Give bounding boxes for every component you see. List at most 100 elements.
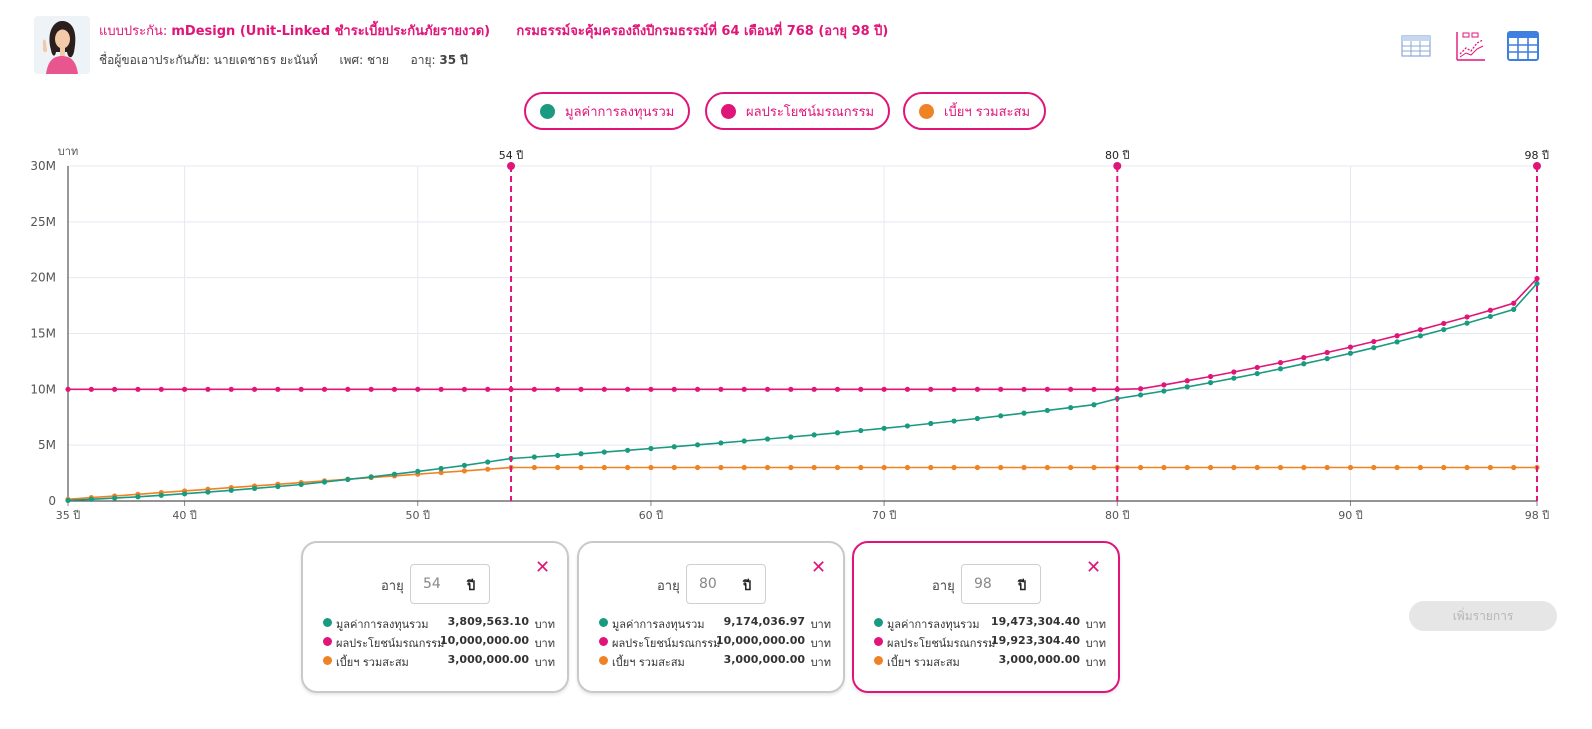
- row-label: เบี้ยฯ รวมสะสม: [612, 656, 685, 669]
- close-icon[interactable]: ✕: [535, 557, 551, 578]
- data-point: [671, 464, 677, 471]
- add-item-button[interactable]: เพิ่มรายการ: [1409, 601, 1557, 631]
- card-row: มูลค่าการลงทุนรวม 19,473,304.40 บาท: [874, 613, 1106, 632]
- age-marker-dot: [507, 162, 516, 170]
- card-row: เบี้ยฯ รวมสะสม 3,000,000.00 บาท: [874, 651, 1106, 670]
- row-unit: บาท: [534, 618, 555, 631]
- row-label: ผลประโยชน์มรณกรรม: [336, 637, 445, 650]
- data-point: [928, 420, 934, 427]
- data-point: [881, 464, 887, 471]
- benefit-line-chart: 0 5M 10M 15M 20M 25M 30M 35 ปี 40 ปี 50 ปี 60 ปี 70…: [30, 145, 1549, 522]
- card-values: มูลค่าการลงทุนรวม 19,473,304.40 บาท ผลปร…: [874, 613, 1106, 670]
- data-point: [694, 464, 701, 471]
- legend-death-benefit[interactable]: ผลประโยชน์มรณกรรม: [705, 92, 891, 130]
- table-view-icon[interactable]: [1398, 28, 1434, 64]
- death-benefit-dot-icon: [599, 637, 608, 646]
- data-point: [1091, 464, 1097, 471]
- card-age-label: อายุ: [381, 579, 404, 594]
- data-point: [1254, 364, 1260, 371]
- data-point: [904, 464, 911, 471]
- age-unit: ปี: [467, 579, 476, 594]
- premium-dot-icon: [919, 103, 934, 119]
- premium-dot-icon: [874, 656, 883, 665]
- death-benefit-dot-icon: [874, 637, 883, 646]
- grid-view-icon[interactable]: [1505, 28, 1541, 64]
- age-input-box[interactable]: 98 ปี: [961, 564, 1041, 604]
- legend-investment[interactable]: มูลค่าการลงทุนรวม: [524, 92, 691, 130]
- data-point: [1511, 300, 1517, 306]
- data-point: [1277, 360, 1284, 366]
- card-age-label: อายุ: [932, 579, 955, 594]
- data-point: [415, 468, 421, 475]
- y-tick-label: 0: [48, 494, 56, 508]
- data-point: [461, 468, 467, 474]
- data-point: [858, 464, 864, 471]
- data-point: [694, 386, 701, 392]
- data-point: [1394, 333, 1400, 339]
- age-input-box[interactable]: 54 ปี: [410, 564, 490, 604]
- age-input[interactable]: 98: [974, 576, 992, 592]
- data-point: [1021, 464, 1027, 471]
- age-unit: ปี: [743, 579, 752, 594]
- row-unit: บาท: [810, 618, 831, 631]
- data-point: [718, 440, 724, 446]
- data-point: [1301, 355, 1307, 361]
- data-point: [391, 386, 398, 392]
- legend-premium[interactable]: เบี้ยฯ รวมสะสม: [903, 92, 1047, 130]
- series-line: [68, 277, 1538, 391]
- data-point: [1138, 386, 1144, 392]
- investment-dot-icon: [599, 618, 608, 627]
- row-value: 19,923,304.40: [990, 634, 1080, 647]
- applicant-line: ชื่อผู้ขอเอาประกันภัย: นายเดชาธร ยะนันท์…: [99, 51, 468, 70]
- data-point: [951, 464, 957, 471]
- row-unit: บาท: [1085, 637, 1106, 650]
- series-line: [67, 282, 1538, 502]
- data-point: [88, 386, 94, 392]
- data-point: [1207, 373, 1214, 380]
- data-point: [974, 464, 980, 471]
- data-point: [205, 386, 211, 392]
- data-point: [625, 386, 631, 392]
- data-point: [788, 386, 794, 392]
- data-point: [531, 464, 537, 471]
- age-input-box[interactable]: 80 ปี: [686, 564, 766, 604]
- y-tick-label: 5M: [38, 438, 56, 452]
- data-point: [1417, 464, 1424, 471]
- data-point: [1441, 320, 1447, 327]
- card-values: มูลค่าการลงทุนรวม 9,174,036.97 บาท ผลประ…: [599, 613, 831, 670]
- data-point: [1347, 344, 1354, 350]
- legend-label: ผลประโยชน์มรณกรรม: [746, 104, 875, 120]
- row-value: 9,174,036.97: [723, 615, 805, 628]
- data-point: [834, 386, 841, 392]
- data-point: [181, 386, 188, 392]
- data-point: [811, 432, 817, 438]
- age-input[interactable]: 54: [423, 576, 441, 592]
- data-point: [1277, 366, 1284, 372]
- chart-view-icon[interactable]: [1452, 28, 1488, 64]
- data-point: [601, 464, 607, 471]
- data-point: [555, 452, 561, 459]
- data-point: [1511, 464, 1517, 471]
- row-value: 10,000,000.00: [715, 634, 805, 647]
- age-input[interactable]: 80: [699, 576, 717, 592]
- data-point: [1138, 392, 1144, 398]
- close-icon[interactable]: ✕: [811, 557, 827, 578]
- plan-label: แบบประกัน:: [99, 24, 168, 39]
- close-icon[interactable]: ✕: [1086, 557, 1102, 578]
- data-point: [1231, 375, 1237, 381]
- data-point: [1184, 384, 1190, 390]
- age-marker-dot: [1113, 162, 1122, 170]
- data-point: [1161, 382, 1167, 388]
- data-point: [1464, 314, 1470, 320]
- age-marker-label: 98 ปี: [1525, 149, 1549, 162]
- data-point: [1324, 464, 1330, 471]
- row-value: 3,809,563.10: [447, 615, 529, 628]
- data-point: [974, 386, 980, 392]
- data-point: [788, 434, 794, 440]
- x-tick-label: 40 ปี: [172, 509, 196, 522]
- data-point: [578, 386, 584, 392]
- data-point: [1441, 464, 1447, 471]
- data-point: [858, 427, 864, 434]
- x-tick-label: 80 ปี: [1105, 509, 1129, 522]
- row-label: ผลประโยชน์มรณกรรม: [887, 637, 996, 650]
